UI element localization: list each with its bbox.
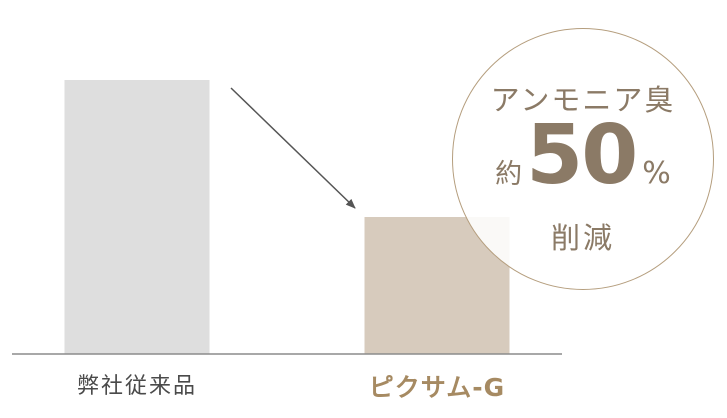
category-label-conventional: 弊社従来品 — [76, 374, 197, 399]
reduction-badge: アンモニア臭 約 50 % 削減 — [452, 28, 714, 290]
badge-unit: % — [642, 156, 671, 191]
category-label-product: ピクサム-G — [368, 373, 506, 402]
bar-conventional — [64, 80, 210, 354]
reduction-arrow — [230, 87, 356, 209]
badge-value: 50 — [526, 108, 638, 203]
badge-subtitle: 削減 — [550, 221, 615, 255]
badge-prefix: 約 — [495, 159, 523, 190]
bars-group — [64, 80, 510, 354]
badge-title: アンモニア臭 — [490, 83, 676, 117]
badge-value-row: 約 50 % — [453, 115, 713, 225]
